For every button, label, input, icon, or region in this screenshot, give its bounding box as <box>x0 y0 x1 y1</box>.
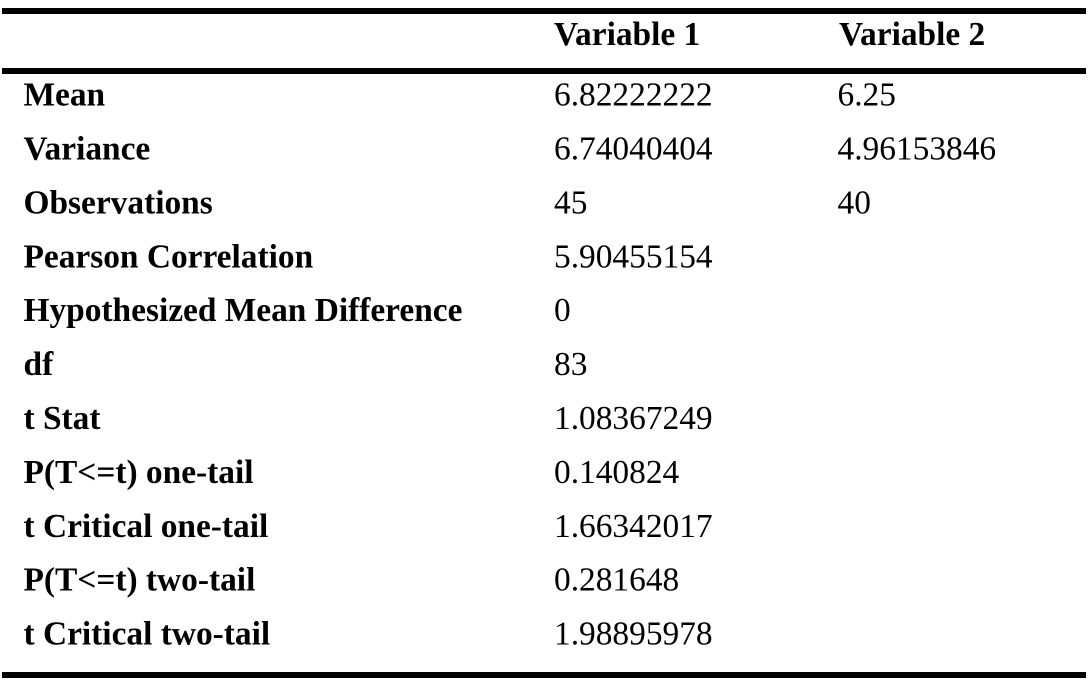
svg-text:6.25: 6.25 <box>838 77 896 114</box>
svg-text:Variance: Variance <box>24 131 151 168</box>
svg-text:Observations: Observations <box>24 184 213 221</box>
svg-text:6.82222222: 6.82222222 <box>554 77 713 114</box>
svg-text:40: 40 <box>838 184 871 221</box>
svg-text:t Stat: t Stat <box>24 400 101 437</box>
svg-text:1.08367249: 1.08367249 <box>554 400 713 437</box>
svg-text:45: 45 <box>554 184 587 221</box>
svg-text:1.98895978: 1.98895978 <box>554 616 713 653</box>
svg-text:Mean: Mean <box>24 77 106 114</box>
svg-text:Variable 2: Variable 2 <box>839 16 985 53</box>
svg-text:df: df <box>24 346 55 383</box>
svg-text:6.74040404: 6.74040404 <box>554 131 713 168</box>
svg-text:Hypothesized Mean Difference: Hypothesized Mean Difference <box>24 292 463 329</box>
svg-text:4.96153846: 4.96153846 <box>838 131 997 168</box>
svg-text:0.140824: 0.140824 <box>554 454 680 491</box>
svg-text:t Critical two-tail: t Critical two-tail <box>24 616 271 653</box>
svg-text:1.66342017: 1.66342017 <box>554 508 713 545</box>
svg-text:83: 83 <box>554 346 587 383</box>
svg-text:Pearson Correlation: Pearson Correlation <box>24 238 314 275</box>
svg-text:Variable 1: Variable 1 <box>554 16 700 53</box>
svg-text:0: 0 <box>554 292 571 329</box>
svg-text:P(T<=t) one-tail: P(T<=t) one-tail <box>24 454 254 491</box>
svg-text:0.281648: 0.281648 <box>554 562 679 599</box>
svg-text:P(T<=t) two-tail: P(T<=t) two-tail <box>24 562 256 599</box>
svg-text:5.90455154: 5.90455154 <box>554 238 713 275</box>
svg-text:t Critical one-tail: t Critical one-tail <box>24 508 269 545</box>
